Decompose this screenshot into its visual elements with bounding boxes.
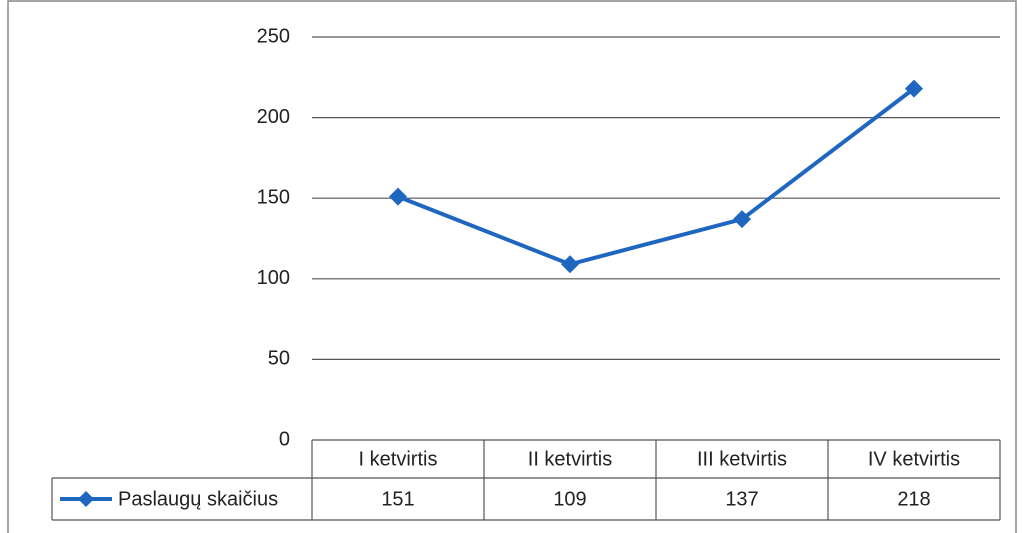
y-tick-label: 0 bbox=[279, 428, 290, 450]
legend-marker bbox=[78, 491, 94, 507]
x-tick-label: II ketvirtis bbox=[528, 448, 612, 470]
marker bbox=[561, 255, 579, 274]
table-value: 109 bbox=[553, 488, 586, 510]
marker bbox=[389, 187, 407, 206]
line bbox=[397, 86, 916, 267]
y-tick-label: 150 bbox=[257, 186, 290, 208]
x-tick-label: IV ketvirtis bbox=[868, 448, 960, 470]
table-value: 137 bbox=[725, 488, 758, 510]
y-tick-label: 100 bbox=[257, 267, 290, 289]
x-tick-label: I ketvirtis bbox=[359, 448, 438, 470]
marker bbox=[905, 79, 923, 98]
chart-frame bbox=[7, 0, 1017, 533]
table-value: 218 bbox=[897, 488, 930, 510]
legend-label: Paslaugų skaičius bbox=[118, 488, 278, 510]
y-tick-label: 200 bbox=[257, 106, 290, 128]
x-tick-label: III ketvirtis bbox=[697, 448, 787, 470]
marker bbox=[733, 210, 751, 229]
y-tick-label: 50 bbox=[268, 348, 290, 370]
y-tick-label: 250 bbox=[257, 25, 290, 47]
table-value: 151 bbox=[381, 488, 414, 510]
